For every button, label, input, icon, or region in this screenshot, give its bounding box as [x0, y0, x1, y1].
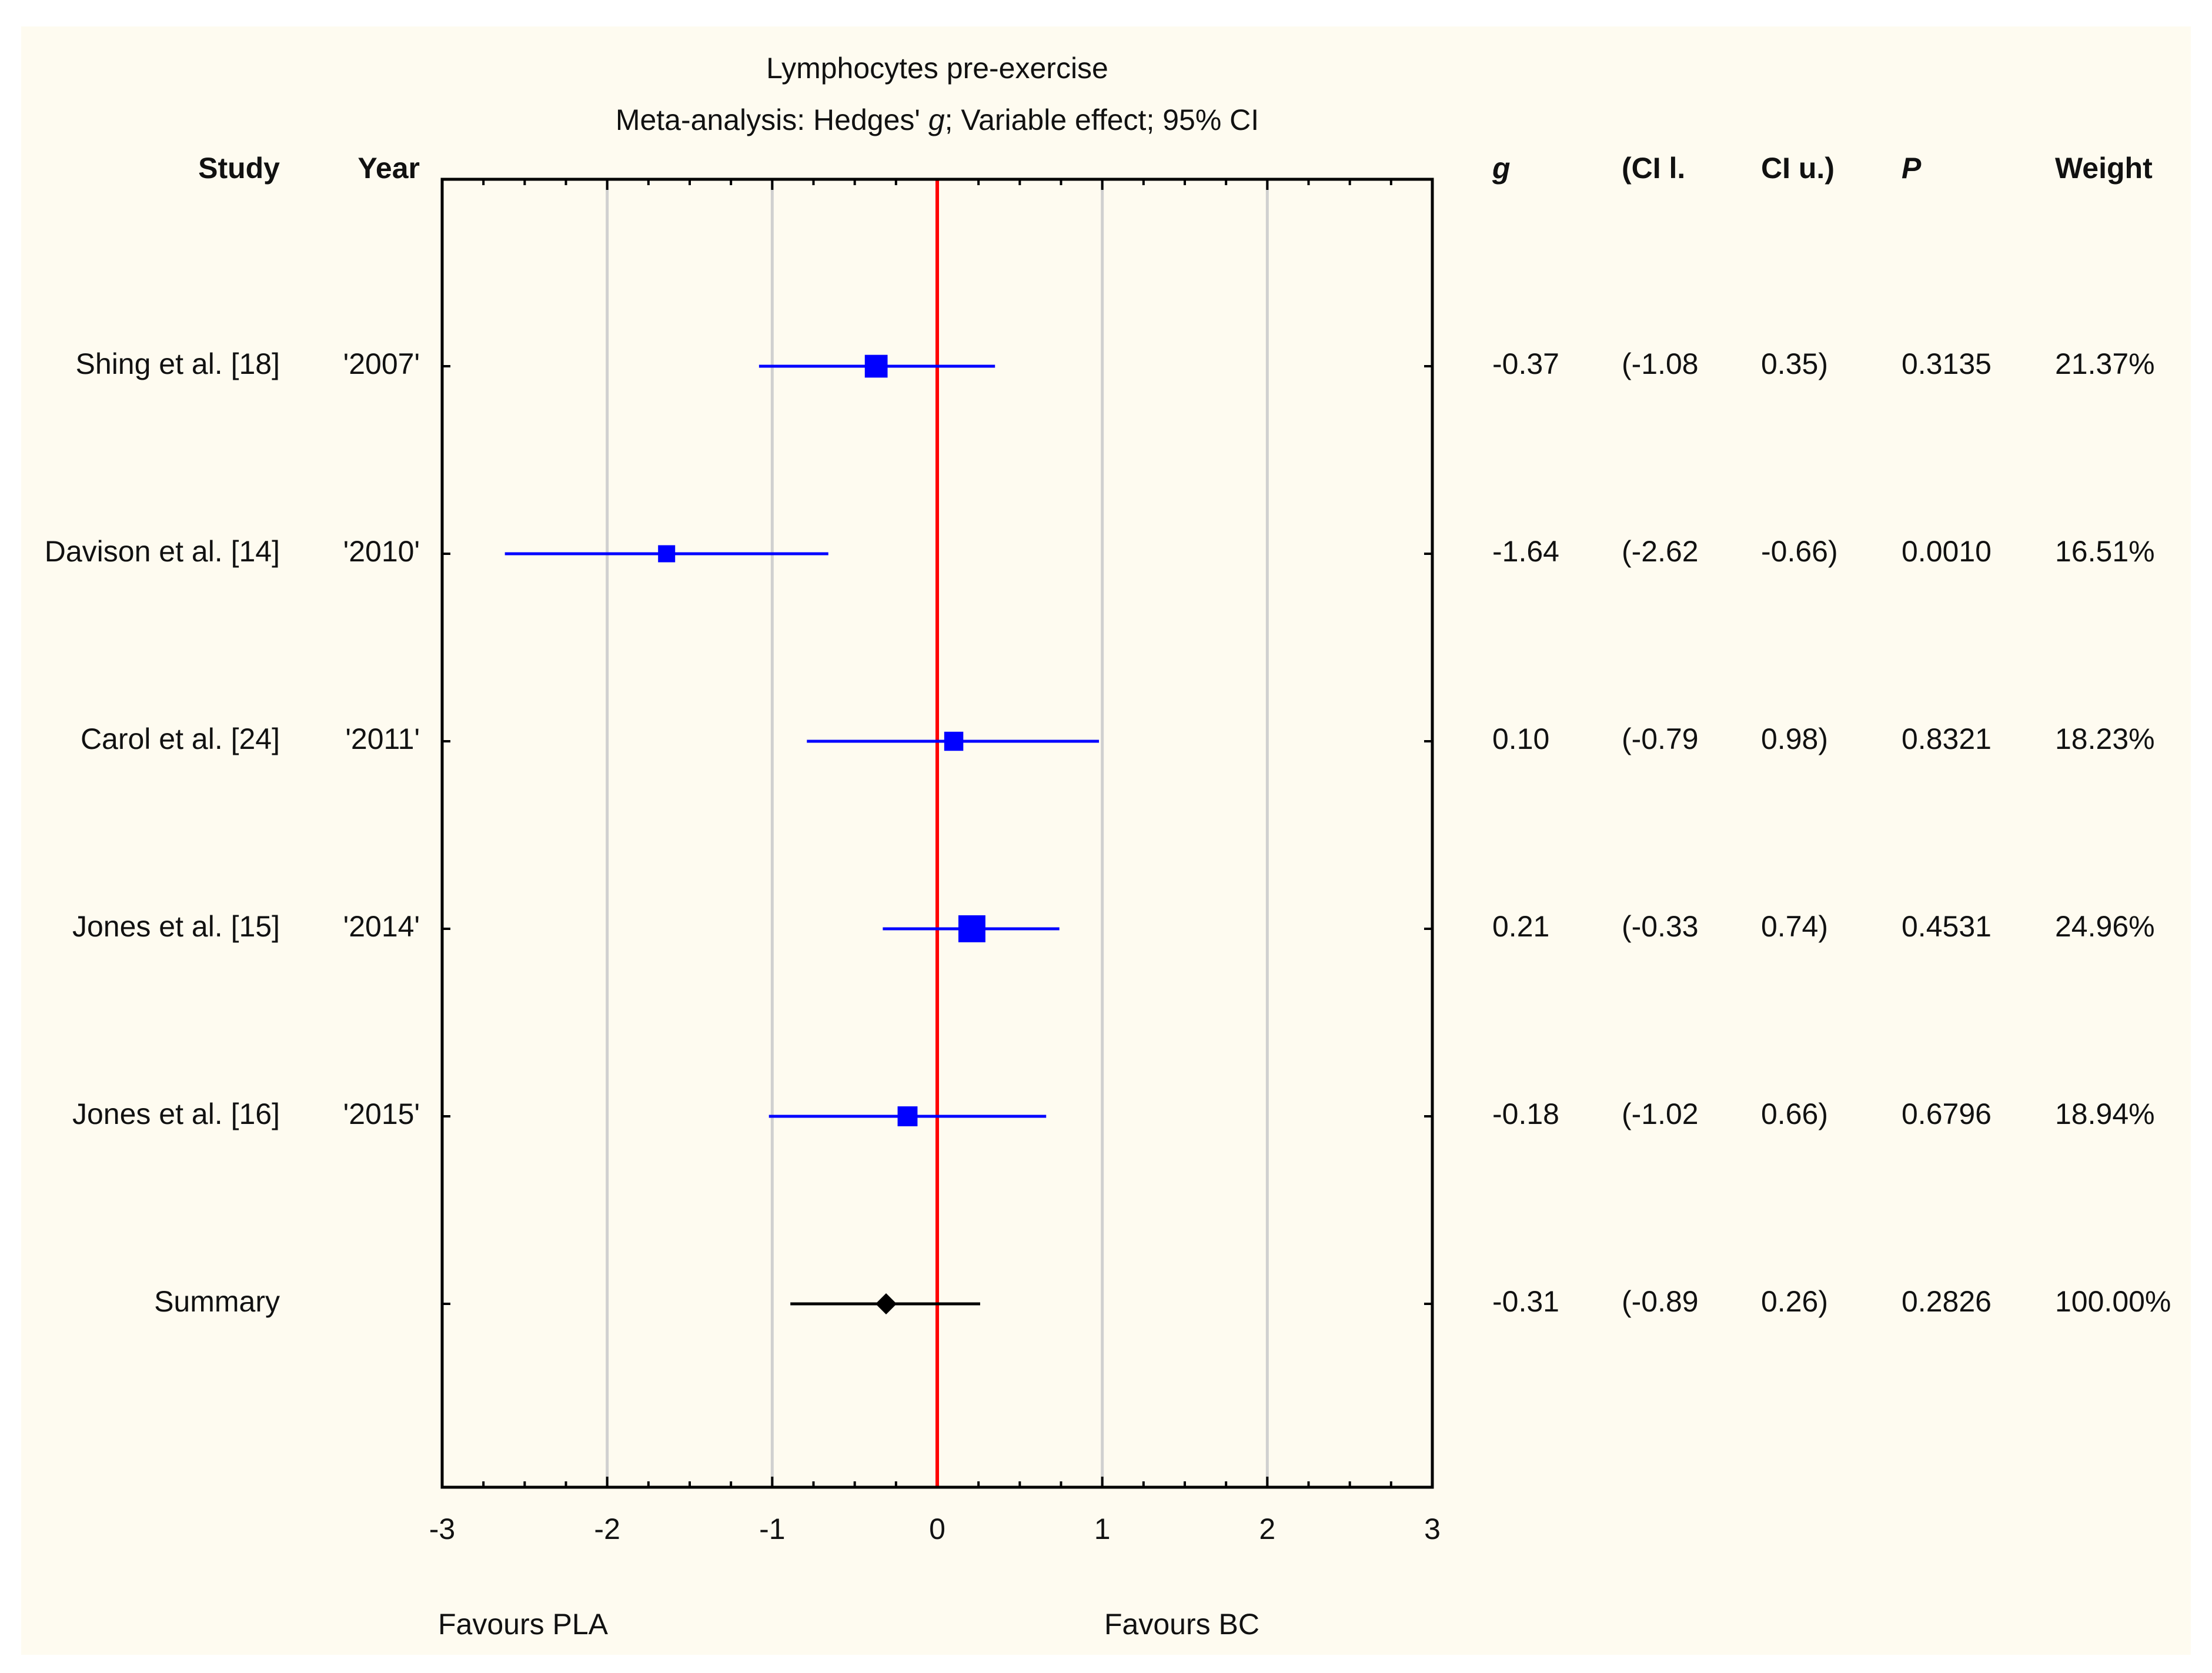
weight-value: 24.96%	[2055, 910, 2155, 943]
subtitle-prefix: Meta-analysis: Hedges'	[616, 103, 928, 136]
p-value: 0.3135	[1902, 347, 1992, 380]
g-value: -1.64	[1492, 535, 1559, 568]
x-tick-label: -3	[429, 1513, 455, 1545]
marks-layer	[442, 179, 1432, 1487]
study-marker	[864, 354, 888, 378]
favours-right-label: Favours BC	[1104, 1608, 1259, 1641]
weight-value: 16.51%	[2055, 535, 2155, 568]
weight-value: 100.00%	[2055, 1285, 2171, 1318]
g-value: -0.18	[1492, 1098, 1559, 1130]
x-tick-label: 3	[1424, 1513, 1441, 1545]
plot-frame	[440, 178, 1434, 1489]
header-ci-lower: (CI l.	[1622, 152, 1685, 185]
header-p: P	[1902, 152, 1922, 185]
ci-lower-value: (-2.62	[1622, 535, 1699, 568]
study-year: '2010'	[343, 535, 420, 568]
study-year: '2007'	[343, 347, 420, 380]
weight-value: 18.94%	[2055, 1098, 2155, 1130]
p-value: 0.2826	[1902, 1285, 1992, 1318]
study-marker	[958, 915, 985, 942]
ci-lower-value: (-0.79	[1622, 722, 1699, 755]
text-layer: Shing et al. [18] '2007' -0.37 (-1.08 0.35) 0…	[45, 52, 2171, 1641]
g-value: 0.10	[1492, 722, 1549, 755]
subtitle-suffix: ; Variable effect; 95% CI	[945, 103, 1259, 136]
x-tick-label: 1	[1094, 1513, 1111, 1545]
summary-diamond	[875, 1293, 897, 1314]
ci-upper-value: 0.66)	[1761, 1098, 1828, 1130]
g-value: 0.21	[1492, 910, 1549, 943]
study-marker	[897, 1106, 918, 1126]
study-marker	[658, 545, 676, 563]
study-marker	[944, 731, 964, 751]
chart-title: Lymphocytes pre-exercise	[766, 52, 1108, 85]
header-g: g	[1492, 152, 1511, 185]
summary-label: Summary	[154, 1285, 280, 1318]
ci-lower-value: (-0.33	[1622, 910, 1699, 943]
grid-layer	[441, 179, 1434, 1487]
g-value: -0.37	[1492, 347, 1559, 380]
header-ci-upper: CI u.)	[1761, 152, 1835, 185]
study-year: '2011'	[345, 722, 420, 755]
ci-lower-value: (-0.89	[1622, 1285, 1699, 1318]
ci-upper-value: 0.98)	[1761, 722, 1828, 755]
p-value: 0.8321	[1902, 722, 1992, 755]
ci-upper-value: 0.74)	[1761, 910, 1828, 943]
weight-value: 21.37%	[2055, 347, 2155, 380]
chart-subtitle: Meta-analysis: Hedges' g; Variable effec…	[616, 103, 1259, 136]
g-value: -0.31	[1492, 1285, 1559, 1318]
favours-left-label: Favours PLA	[438, 1608, 609, 1641]
ci-lower-value: (-1.08	[1622, 347, 1699, 380]
study-name: Jones et al. [16]	[72, 1098, 280, 1130]
subtitle-italic: g	[928, 103, 945, 136]
chart-background	[21, 26, 2191, 1655]
weight-value: 18.23%	[2055, 722, 2155, 755]
ci-upper-value: 0.26)	[1761, 1285, 1828, 1318]
study-year: '2015'	[343, 1098, 420, 1130]
x-tick-label: -1	[759, 1513, 785, 1545]
study-year: '2014'	[343, 910, 420, 943]
x-tick-label: 0	[929, 1513, 945, 1545]
study-name: Carol et al. [24]	[81, 722, 280, 755]
header-year: Year	[357, 152, 420, 185]
study-name: Jones et al. [15]	[72, 910, 280, 943]
p-value: 0.6796	[1902, 1098, 1992, 1130]
ci-upper-value: -0.66)	[1761, 535, 1838, 568]
x-tick-label: -2	[594, 1513, 620, 1545]
ci-lower-value: (-1.02	[1622, 1098, 1699, 1130]
p-value: 0.4531	[1902, 910, 1992, 943]
p-value: 0.0010	[1902, 535, 1992, 568]
header-study: Study	[198, 152, 280, 185]
header-weight: Weight	[2055, 152, 2153, 185]
study-name: Shing et al. [18]	[76, 347, 280, 380]
ci-upper-value: 0.35)	[1761, 347, 1828, 380]
study-name: Davison et al. [14]	[45, 535, 280, 568]
x-tick-label: 2	[1259, 1513, 1275, 1545]
